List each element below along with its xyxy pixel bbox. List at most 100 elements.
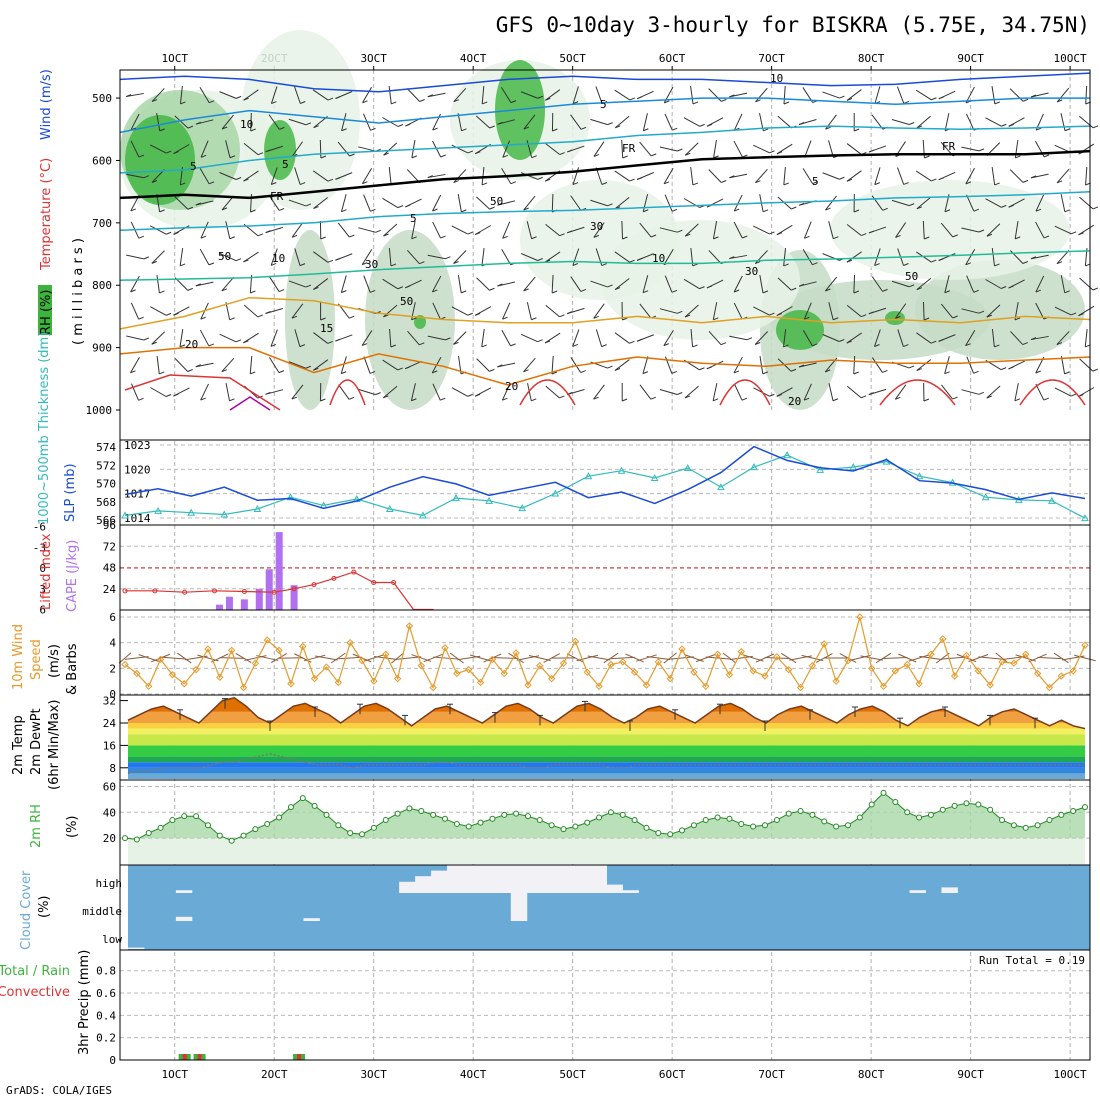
wind-barb-flag xyxy=(746,337,753,341)
wind10-speed-point xyxy=(512,649,520,657)
wind10-speed-point xyxy=(192,665,200,674)
temp-contour-30 xyxy=(229,396,271,411)
wind10-speed-point xyxy=(168,671,177,679)
wind-barb-flag xyxy=(663,181,670,185)
wind10-speed-point xyxy=(1069,667,1077,675)
rh2m-ylabels: 2m RH (%) xyxy=(29,804,80,848)
wind-barb-flag xyxy=(320,398,326,402)
precip-convective-bar xyxy=(182,1054,187,1060)
wind-barb xyxy=(642,113,648,131)
wind-barb-flag xyxy=(1043,154,1050,158)
wind-barb-flag xyxy=(551,371,558,375)
wind10-speed-point xyxy=(1010,659,1018,667)
wind-barb-flag xyxy=(130,208,136,212)
wind-barb xyxy=(427,254,446,260)
wind-barb-flag xyxy=(1000,367,1007,371)
thickness-point xyxy=(650,473,659,482)
wind-barb-flag xyxy=(271,101,277,105)
wind-barb xyxy=(270,248,278,266)
wind-barb xyxy=(614,196,630,210)
lifted-index-point xyxy=(182,589,188,595)
wind-barb-flag xyxy=(986,233,993,237)
bottom-date-tick: 10OCT xyxy=(1054,1068,1087,1081)
wind10-speed-point xyxy=(927,650,935,658)
wind-barb xyxy=(200,140,209,158)
wind-barb-flag xyxy=(195,283,201,287)
wind-barb xyxy=(916,115,931,129)
wind-barb xyxy=(729,254,748,260)
lifted-index-point xyxy=(391,580,397,586)
wind10-speed-point xyxy=(358,656,366,665)
cloud-cover-bar xyxy=(542,865,560,893)
bottom-date-tick: 8OCT xyxy=(858,1068,885,1081)
wind-barb xyxy=(497,362,516,368)
wind10-barb xyxy=(433,656,457,660)
wind-barb xyxy=(1035,221,1045,239)
wind-barb-flag xyxy=(313,206,319,210)
wind-barb xyxy=(846,89,862,101)
wind-barb-flag xyxy=(846,178,853,182)
wind-barb xyxy=(520,253,538,261)
wind-barb xyxy=(1085,85,1088,105)
wind-barb-flag xyxy=(510,100,517,104)
wind-barb-flag xyxy=(908,284,915,288)
wind-barb xyxy=(642,356,649,374)
wind-barb xyxy=(590,118,608,126)
lifted-index-line xyxy=(125,571,434,611)
wind-barb-flag xyxy=(397,367,403,371)
wind10-speed-point xyxy=(287,680,295,688)
wind-barb-flag xyxy=(1001,286,1007,289)
wind-barb-flag xyxy=(572,182,579,186)
wind-barb xyxy=(130,275,140,293)
wind-barb xyxy=(151,88,165,102)
wind-barb-flag xyxy=(671,208,678,212)
wind-barb-flag xyxy=(209,100,215,104)
wind-barb xyxy=(822,172,840,180)
temp-contour-label: 15 xyxy=(320,322,333,335)
pressure-tick: 600 xyxy=(92,154,112,167)
wind10-speed-point xyxy=(334,678,343,687)
wind10-speed-point xyxy=(583,668,591,676)
wind-barb xyxy=(663,249,674,265)
wind-barb xyxy=(916,332,932,344)
wind-barb xyxy=(312,89,329,101)
wind-barb xyxy=(221,357,235,373)
wind-barb-flag xyxy=(868,392,874,396)
wind-barb-flag xyxy=(531,398,537,402)
wind-barb-flag xyxy=(1022,342,1028,346)
wind-barb xyxy=(846,170,862,182)
rh2m-point xyxy=(501,811,508,818)
wind-barb-flag xyxy=(369,370,376,374)
wind-barb xyxy=(873,329,881,347)
wind10-speed-point xyxy=(227,646,236,655)
wind-barb-flag xyxy=(537,95,543,99)
rh-shade-region xyxy=(915,260,1085,360)
wind-barb xyxy=(1085,166,1088,186)
wind-barb-flag xyxy=(882,369,888,373)
wind-barb xyxy=(593,222,605,238)
rh2m-point xyxy=(287,804,294,811)
wind-barb-flag xyxy=(320,236,326,240)
wind-barb xyxy=(363,356,371,374)
wind-barb-flag xyxy=(1014,317,1021,321)
wind-barb-flag xyxy=(944,371,950,375)
rh2m-point xyxy=(975,801,982,808)
wind-barb-flag xyxy=(909,122,915,125)
wind-barb-flag xyxy=(383,152,389,156)
wind10-speed-point xyxy=(986,681,994,689)
wind-barb-flag xyxy=(931,178,937,182)
wind-barb-flag xyxy=(790,368,797,372)
wind10-speed-point xyxy=(382,650,390,658)
wind-barb-flag xyxy=(510,181,517,185)
temp-color-band xyxy=(128,723,1085,729)
wind-barb xyxy=(753,225,770,235)
rh2m-point xyxy=(1070,808,1077,815)
li-tick: -3 xyxy=(33,541,46,554)
wind-barb xyxy=(614,359,630,371)
wind-barb-flag xyxy=(699,123,705,127)
wind-barb xyxy=(502,140,511,158)
wind-barb xyxy=(221,195,234,211)
wind-barb xyxy=(664,194,673,212)
wind-barb-flag xyxy=(895,396,901,400)
wind10-speed-point xyxy=(749,667,757,675)
